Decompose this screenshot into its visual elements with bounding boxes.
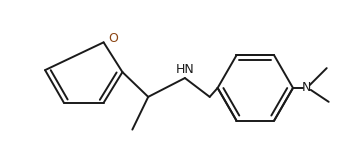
Text: HN: HN: [176, 63, 194, 76]
Text: O: O: [109, 32, 118, 45]
Text: N: N: [302, 82, 312, 94]
